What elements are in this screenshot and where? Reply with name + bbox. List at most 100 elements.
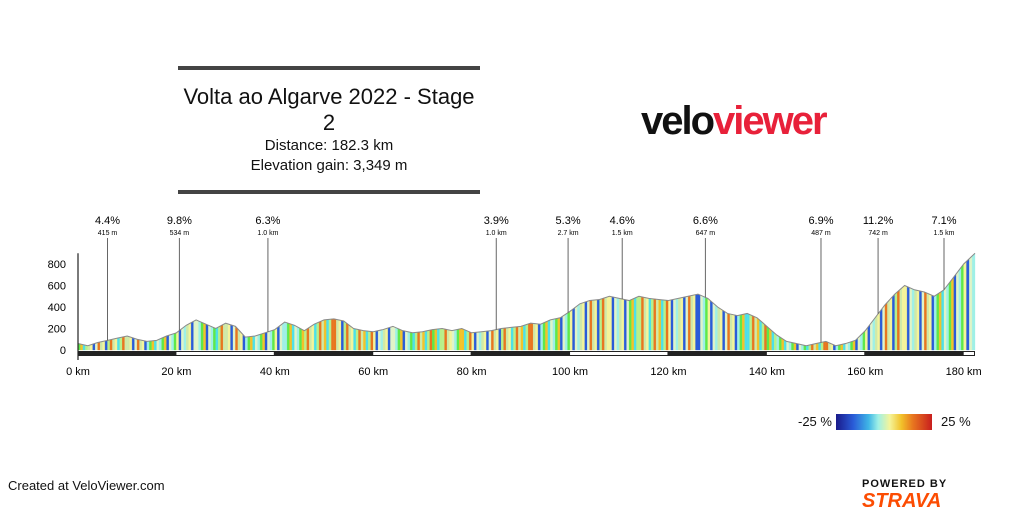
profile-segment (560, 315, 563, 351)
profile-segment (102, 340, 106, 351)
profile-segment (899, 287, 903, 351)
elevation-text: Elevation gain: 3,349 m (250, 157, 408, 174)
profile-segment (867, 323, 871, 351)
distance-text: Distance: 182.3 km (264, 137, 394, 154)
profile-segment (557, 317, 561, 351)
profile-segment (104, 340, 108, 351)
profile-segment (660, 299, 664, 351)
profile-segment (668, 299, 672, 351)
x-tick-label: 80 km (457, 366, 487, 378)
title-block: Volta ao Algarve 2022 - Stage 2 Distance… (178, 66, 480, 194)
profile-segment (314, 322, 317, 351)
profile-segment (203, 322, 207, 351)
profile-segment (766, 326, 770, 351)
profile-segment (958, 266, 962, 351)
profile-segment (326, 319, 330, 351)
profile-segment (572, 307, 576, 351)
profile-segment (230, 324, 234, 351)
profile-segment (953, 273, 957, 351)
profile-segment (663, 299, 667, 351)
profile-segment (852, 340, 856, 351)
climb-length-label: 534 m (170, 230, 190, 237)
profile-segment (569, 309, 573, 351)
climb-gradient-label: 4.6% (610, 215, 635, 227)
profile-segment (136, 339, 140, 351)
profile-segment (552, 318, 556, 351)
profile-segment (537, 323, 541, 351)
profile-segment (370, 331, 374, 351)
veloviewer-logo: veloviewer (641, 96, 828, 146)
profile-segment (870, 320, 873, 351)
profile-segment (409, 332, 413, 351)
profile-segment (951, 276, 954, 351)
profile-segment (306, 327, 310, 351)
profile-segment (144, 340, 148, 351)
profile-segment (250, 336, 253, 351)
profile-segment (119, 336, 123, 351)
profile-segment (146, 340, 150, 351)
profile-segment (471, 332, 475, 351)
profile-segment (365, 330, 369, 351)
profile-segment (631, 298, 635, 351)
profile-segment (186, 323, 189, 351)
profile-segment (702, 296, 706, 351)
profile-segment (515, 326, 519, 351)
profile-segment (670, 299, 674, 351)
profile-segment (336, 319, 339, 351)
profile-segment (577, 303, 581, 351)
profile-segment (301, 329, 305, 351)
profile-segment (181, 326, 184, 351)
profile-segment (464, 329, 467, 351)
profile-segment (966, 258, 970, 351)
profile-segment (348, 324, 352, 351)
profile-segment (373, 331, 376, 351)
distance-band (78, 351, 975, 356)
profile-segment (687, 295, 691, 351)
profile-segment (154, 340, 157, 351)
profile-outline (77, 252, 976, 347)
profile-segment (648, 298, 652, 351)
profile-segment (299, 327, 303, 351)
profile-segment (321, 319, 325, 351)
profile-segment (210, 326, 214, 351)
profile-segment (191, 320, 194, 351)
title-top-rule (178, 66, 480, 70)
profile-segment (710, 300, 713, 351)
profile-segment (407, 331, 411, 351)
profile-segment (171, 333, 175, 351)
profile-segment (513, 326, 517, 351)
profile-segment (501, 328, 504, 351)
profile-segment (737, 314, 740, 351)
profile-segment (628, 299, 632, 351)
profile-segment (200, 321, 204, 351)
profile-segment (788, 341, 792, 351)
profile-segment (956, 270, 959, 351)
profile-segment (213, 327, 216, 351)
profile-segment (163, 335, 167, 351)
profile-segment (872, 317, 876, 351)
profile-segment (272, 329, 275, 351)
profile-segment (360, 329, 364, 351)
climb-length-label: 2.7 km (558, 230, 579, 237)
profile-segment (579, 302, 583, 351)
profile-segment (525, 323, 529, 351)
profile-segment (972, 252, 976, 351)
profile-segment (466, 330, 470, 351)
profile-segment (478, 331, 482, 351)
profile-segment (658, 299, 662, 351)
profile-segment (727, 313, 731, 351)
profile-segment (882, 304, 886, 351)
profile-segment (690, 294, 694, 351)
profile-segment (358, 329, 362, 351)
profile-segment (532, 323, 536, 351)
profile-segment (894, 291, 898, 351)
x-tick-label: 160 km (847, 366, 883, 378)
profile-segment (969, 255, 973, 351)
profile-segment (412, 332, 416, 351)
profile-segment (547, 319, 551, 351)
profile-segment (129, 336, 133, 351)
profile-segment (877, 310, 881, 351)
profile-segment (823, 341, 827, 351)
profile-segment (892, 293, 895, 351)
profile-segment (523, 324, 526, 351)
